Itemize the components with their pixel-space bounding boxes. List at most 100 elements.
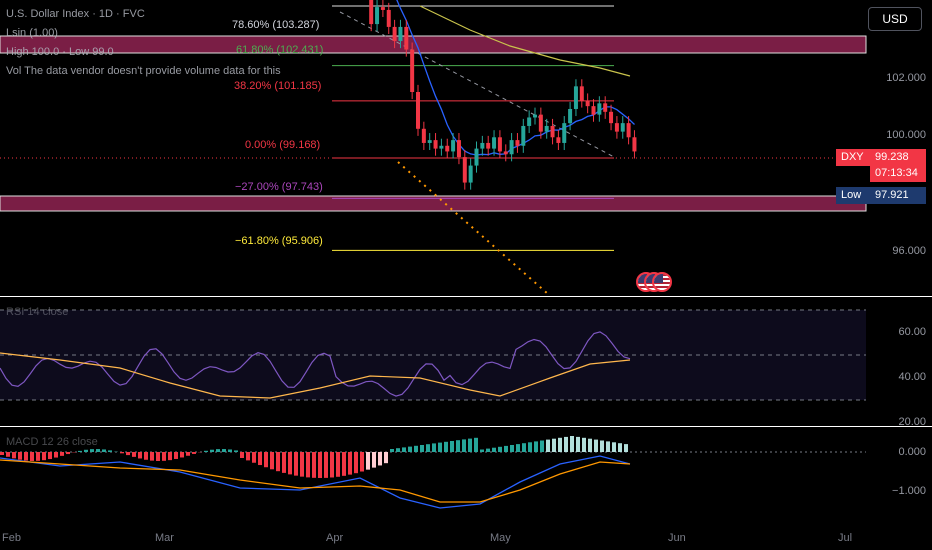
candle-body <box>573 86 578 109</box>
macd-histogram-bar <box>270 452 274 470</box>
macd-axis-0: 0.000 <box>898 446 926 458</box>
economic-events[interactable] <box>636 272 676 294</box>
macd-histogram-bar <box>522 443 526 452</box>
symbol-title[interactable]: U.S. Dollar Index · 1D · FVC <box>6 8 145 20</box>
macd-histogram-bar <box>210 449 214 452</box>
rsi-legend[interactable]: RSI 14 close <box>6 306 69 318</box>
macd-histogram-bar <box>204 450 208 452</box>
macd-histogram-bar <box>192 452 196 454</box>
macd-histogram-bar <box>552 438 556 452</box>
macd-histogram-bar <box>516 444 520 452</box>
macd-axis-neg1: −1.000 <box>892 485 926 497</box>
macd-histogram-bar <box>618 443 622 452</box>
time-axis-label: Jun <box>668 532 686 544</box>
macd-histogram-bar <box>150 452 154 461</box>
macd-histogram-bar <box>354 452 358 474</box>
macd-histogram-bar <box>96 449 100 452</box>
fib-label-neg27: −27.00% (97.743) <box>235 181 323 193</box>
pane-divider[interactable] <box>0 426 932 427</box>
candle-body <box>369 0 374 25</box>
candle-body <box>620 123 625 132</box>
macd-histogram-bar <box>180 452 184 458</box>
indicator-legend[interactable]: Lsin (1.00) <box>6 27 58 39</box>
candle-body <box>538 114 543 132</box>
fib-label-0-text: 0.00% (99.168) <box>245 139 321 151</box>
rsi-axis-60: 60.00 <box>898 326 926 338</box>
macd-histogram-bar <box>126 452 130 456</box>
fib-label-382-text: 38.20% (101.185) <box>234 80 322 92</box>
symbol-tag: DXY <box>836 149 870 166</box>
rsi-ma-line <box>0 352 631 399</box>
us-flag-icon[interactable] <box>652 272 672 292</box>
macd-histogram-bar <box>582 437 586 452</box>
macd-legend[interactable]: MACD 12 26 close <box>6 436 98 448</box>
candle-body <box>439 145 444 149</box>
macd-chart[interactable] <box>0 428 932 530</box>
macd-histogram-bar <box>246 452 250 461</box>
candle-body <box>404 26 409 50</box>
macd-histogram-bar <box>546 439 550 452</box>
fib-label-neg618-text: −61.80% (95.906) <box>235 235 323 247</box>
bar-countdown-tag: 07:13:34 <box>870 165 926 182</box>
macd-histogram-bar <box>318 452 322 478</box>
macd-histogram-bar <box>288 452 292 475</box>
macd-histogram-bar <box>606 441 610 452</box>
candle-body <box>591 106 596 115</box>
price-pane[interactable]: U.S. Dollar Index · 1D · FVC Lsin (1.00)… <box>0 0 932 296</box>
macd-histogram-bar <box>84 449 88 452</box>
macd-histogram-bar <box>90 449 94 452</box>
low-price-tag: 97.921 <box>870 187 926 204</box>
macd-histogram-bar <box>414 445 418 452</box>
time-axis-label: Jul <box>838 532 853 544</box>
price-axis-label-96: 96.000 <box>892 245 926 257</box>
macd-histogram-bar <box>612 442 616 452</box>
candle-body <box>445 145 450 152</box>
macd-histogram-bar <box>24 452 28 461</box>
macd-histogram-bar <box>378 452 382 466</box>
candle-body <box>416 92 420 129</box>
rsi-axis-40: 40.00 <box>898 371 926 383</box>
fib-label-neg618: −61.80% (95.906) <box>235 235 323 247</box>
macd-histogram-bar <box>78 450 82 452</box>
macd-histogram-bar <box>54 452 58 458</box>
rsi-axis-20: 20.00 <box>898 416 926 426</box>
macd-histogram-bar <box>258 452 262 466</box>
macd-histogram-bar <box>312 452 316 478</box>
candle-body <box>579 86 584 101</box>
moving-average-200 <box>419 5 631 77</box>
time-axis-label: May <box>490 532 511 544</box>
candle-body <box>527 117 532 126</box>
candle-body <box>632 137 637 152</box>
macd-histogram-bar <box>222 449 226 452</box>
price-chart[interactable] <box>0 0 932 296</box>
macd-histogram-bar <box>504 445 508 452</box>
pane-divider[interactable] <box>0 296 932 297</box>
price-axis-label-102: 102.000 <box>886 72 926 84</box>
macd-pane[interactable]: MACD 12 26 close 0.000 −1.000 <box>0 428 932 530</box>
macd-histogram-bar <box>306 452 310 478</box>
rsi-chart[interactable] <box>0 298 932 426</box>
macd-histogram-bar <box>30 452 34 461</box>
macd-histogram-bar <box>408 446 412 452</box>
candle-body <box>497 137 502 152</box>
candle-body <box>462 157 467 183</box>
rsi-pane[interactable]: RSI 14 close 60.00 40.00 20.00 <box>0 298 932 426</box>
candle-body <box>474 148 479 166</box>
macd-histogram-bar <box>402 447 406 452</box>
currency-button[interactable]: USD <box>868 7 922 31</box>
macd-histogram-bar <box>330 452 334 478</box>
macd-histogram-bar <box>36 452 40 461</box>
trend-line <box>339 11 617 159</box>
macd-histogram-bar <box>510 445 514 452</box>
macd-histogram-bar <box>486 448 490 452</box>
candle-body <box>609 111 614 124</box>
moving-average-20 <box>396 0 635 156</box>
macd-histogram-bar <box>480 449 484 452</box>
macd-histogram-bar <box>132 452 136 457</box>
candle-body <box>427 140 432 143</box>
rsi-line <box>0 331 631 397</box>
macd-histogram-bar <box>186 452 190 456</box>
macd-histogram-bar <box>168 452 172 461</box>
macd-histogram-bar <box>468 438 472 452</box>
indicator-legend-values: High 100.0 · Low 99.0 <box>6 46 114 58</box>
